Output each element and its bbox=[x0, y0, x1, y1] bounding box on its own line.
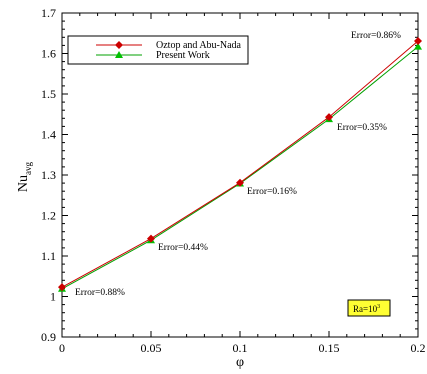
y-tick-label: 1 bbox=[50, 290, 56, 304]
plot-frame bbox=[61, 12, 419, 338]
data-point-oztop bbox=[325, 113, 333, 122]
x-tick-label: 0.2 bbox=[411, 341, 426, 355]
y-tick-label: 1.3 bbox=[41, 168, 56, 182]
annotation-error-0: Error=0.88% bbox=[75, 288, 125, 298]
ra-label: Ra=103 bbox=[347, 299, 391, 317]
x-axis-label: φ bbox=[236, 355, 244, 370]
y-tick-label: 1.2 bbox=[41, 209, 56, 223]
legend: Oztop and Abu-Nada Present Work bbox=[67, 35, 249, 65]
x-tick-label: 0.05 bbox=[141, 341, 162, 355]
data-point-oztop bbox=[58, 283, 66, 292]
legend-label-oztop: Oztop and Abu-Nada bbox=[156, 40, 242, 51]
data-point-oztop bbox=[414, 36, 422, 45]
y-tick-label: 1.6 bbox=[41, 47, 56, 61]
x-tick-label: 0.1 bbox=[233, 341, 248, 355]
annotation-error-1: Error=0.44% bbox=[158, 243, 208, 253]
series-layer bbox=[58, 36, 422, 292]
annotation-error-2: Error=0.16% bbox=[247, 187, 297, 197]
data-point-oztop bbox=[236, 178, 244, 187]
ra-label-box bbox=[347, 299, 391, 317]
data-point-present bbox=[414, 42, 422, 50]
legend-box bbox=[67, 35, 249, 65]
ra-label-text: Ra=10 bbox=[353, 304, 378, 314]
legend-marker-present bbox=[115, 51, 123, 58]
axis-ticks: 0 0.05 0.1 0.15 0.2 0.9 1 1.1 1.2 1.3 1.4 1.5 1.6 1.7 bbox=[41, 6, 426, 355]
y-tick-label: 0.9 bbox=[41, 330, 56, 344]
y-axis-label: Nuavg bbox=[16, 161, 33, 192]
annotation-error-4: Error=0.86% bbox=[351, 31, 401, 41]
plot-area bbox=[61, 12, 419, 338]
svg-text:Ra=103: Ra=103 bbox=[353, 304, 380, 314]
y-tick-label: 1.5 bbox=[41, 87, 56, 101]
y-tick-label: 1.7 bbox=[41, 6, 56, 20]
y-tick-label: 1.1 bbox=[41, 249, 56, 263]
legend-label-present: Present Work bbox=[156, 50, 210, 61]
annotation-error-3: Error=0.35% bbox=[337, 123, 387, 133]
legend-marker-oztop bbox=[115, 41, 123, 49]
data-point-oztop bbox=[147, 234, 155, 243]
ra-label-sup: 3 bbox=[377, 304, 380, 310]
x-tick-label: 0.15 bbox=[319, 341, 340, 355]
y-axis-label-sub: avg bbox=[23, 161, 33, 174]
y-tick-label: 1.4 bbox=[41, 128, 56, 142]
x-tick-label: 0 bbox=[59, 341, 65, 355]
y-axis-label-main: Nu bbox=[16, 175, 31, 192]
svg-text:Nuavg: Nuavg bbox=[16, 161, 33, 192]
